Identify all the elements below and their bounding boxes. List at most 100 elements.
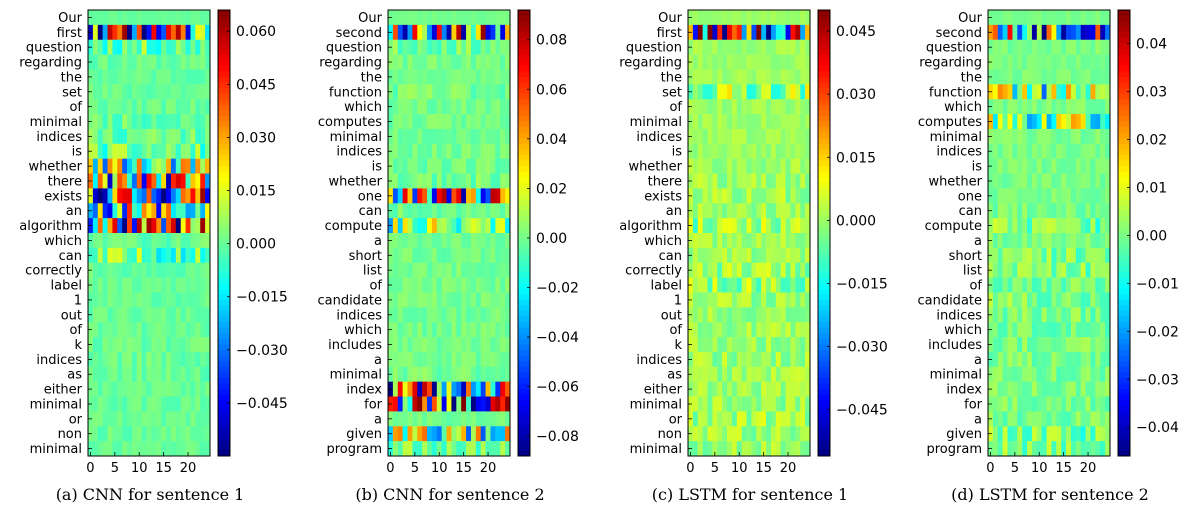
heatmap-cell <box>997 381 1003 397</box>
heatmap-cell <box>800 143 806 159</box>
heatmap-cell <box>117 262 123 278</box>
heatmap-cell <box>1070 203 1077 219</box>
row-label: a <box>374 234 382 249</box>
heatmap-cell <box>1051 188 1057 204</box>
colorbar-segment <box>218 93 230 100</box>
heatmap-cell <box>1041 99 1047 115</box>
heatmap-cell <box>785 218 791 234</box>
heatmap-cell <box>1095 173 1101 189</box>
heatmap-cell <box>131 114 138 130</box>
heatmap-cell <box>785 203 791 219</box>
colorbar-segment <box>218 433 230 440</box>
colorbar-segment <box>518 272 530 278</box>
colorbar-segment <box>218 450 230 457</box>
heatmap-cell <box>992 366 999 382</box>
heatmap-cell <box>185 351 191 368</box>
heatmap-cell <box>1036 10 1042 26</box>
heatmap-cell <box>112 218 118 234</box>
heatmap-cell <box>397 39 403 55</box>
heatmap-cell <box>485 158 491 174</box>
heatmap-cell <box>470 84 477 100</box>
heatmap-cell <box>146 99 152 115</box>
heatmap-cell <box>146 158 152 174</box>
colorbar-segment <box>518 411 530 418</box>
heatmap-cell <box>180 69 186 85</box>
heatmap-cell <box>741 69 747 85</box>
heatmap-cell <box>451 396 457 412</box>
heatmap-cell <box>775 247 782 264</box>
colorbar-tick-label: −0.02 <box>536 281 579 297</box>
heatmap-cell <box>736 277 742 293</box>
heatmap-cell <box>1066 173 1072 189</box>
heatmap-cell <box>1056 143 1062 159</box>
row-label: includes <box>328 338 382 353</box>
heatmap-cell <box>127 351 133 368</box>
heatmap-cell <box>746 84 752 100</box>
heatmap-cell <box>117 292 123 308</box>
heatmap-cell <box>475 99 482 115</box>
heatmap-cell <box>200 381 206 397</box>
heatmap-cell <box>500 411 506 427</box>
heatmap-cell <box>692 114 699 130</box>
heatmap-cell <box>170 277 177 293</box>
heatmap-cell <box>1012 396 1018 412</box>
colorbar-segment <box>218 216 230 223</box>
heatmap-cell <box>805 173 811 189</box>
heatmap-cell <box>456 277 462 293</box>
heatmap-cell <box>117 307 123 323</box>
heatmap-cell <box>466 262 472 278</box>
heatmap-cell <box>451 351 457 368</box>
heatmap-cell <box>417 54 423 70</box>
heatmap-cell <box>422 128 428 145</box>
heatmap-cell <box>692 411 699 427</box>
heatmap-cell <box>1031 143 1038 159</box>
heatmap-cell <box>412 322 418 338</box>
heatmap-cell <box>1080 203 1086 219</box>
heatmap-cell <box>1100 128 1106 145</box>
heatmap-cell <box>195 247 201 264</box>
heatmap-cells <box>88 10 211 457</box>
heatmap-cell <box>1007 426 1013 442</box>
colorbar-segment <box>1118 15 1130 22</box>
heatmap-cell <box>495 277 501 293</box>
heatmap-cell <box>1100 233 1106 249</box>
heatmap-cell <box>407 277 413 293</box>
heatmap-cell <box>1002 277 1008 293</box>
heatmap-cell <box>751 307 757 323</box>
heatmap-cell <box>141 381 147 397</box>
heatmap-cell <box>727 277 733 293</box>
heatmap-cell <box>185 277 191 293</box>
heatmap-cell <box>117 39 123 55</box>
heatmap-cell <box>1002 158 1008 174</box>
colorbar-segment <box>1118 82 1130 89</box>
heatmap-cell <box>1095 322 1101 338</box>
heatmap-cell <box>485 99 491 115</box>
heatmap-cell <box>480 426 486 442</box>
heatmap-cell <box>500 99 506 115</box>
heatmap-cell <box>1051 381 1057 397</box>
heatmap-cell <box>770 411 777 427</box>
heatmap-cell <box>402 396 408 412</box>
heatmap-cell <box>761 114 767 130</box>
heatmap-cell <box>1031 84 1038 100</box>
colorbar-segment <box>1118 428 1130 435</box>
heatmap-cell <box>480 99 486 115</box>
heatmap-cell <box>500 337 506 353</box>
heatmap-cell <box>175 322 182 338</box>
heatmap-cell <box>146 143 152 159</box>
colorbar-segment <box>218 244 230 251</box>
heatmap-cell <box>127 69 133 85</box>
heatmap-cell <box>175 24 182 41</box>
panel-caption: (c) LSTM for sentence 1 <box>652 485 848 504</box>
heatmap-cell <box>107 24 113 41</box>
heatmap-cell <box>1080 10 1086 26</box>
heatmap-cell <box>412 277 418 293</box>
heatmap-cell <box>446 24 452 41</box>
colorbar-segment <box>1118 154 1130 161</box>
heatmap-cell <box>102 247 108 264</box>
heatmap-cell <box>751 381 757 397</box>
heatmap-cell <box>805 322 811 338</box>
colorbar-segment <box>218 88 230 95</box>
heatmap-cell <box>200 99 206 115</box>
colorbar-segment <box>518 344 530 351</box>
